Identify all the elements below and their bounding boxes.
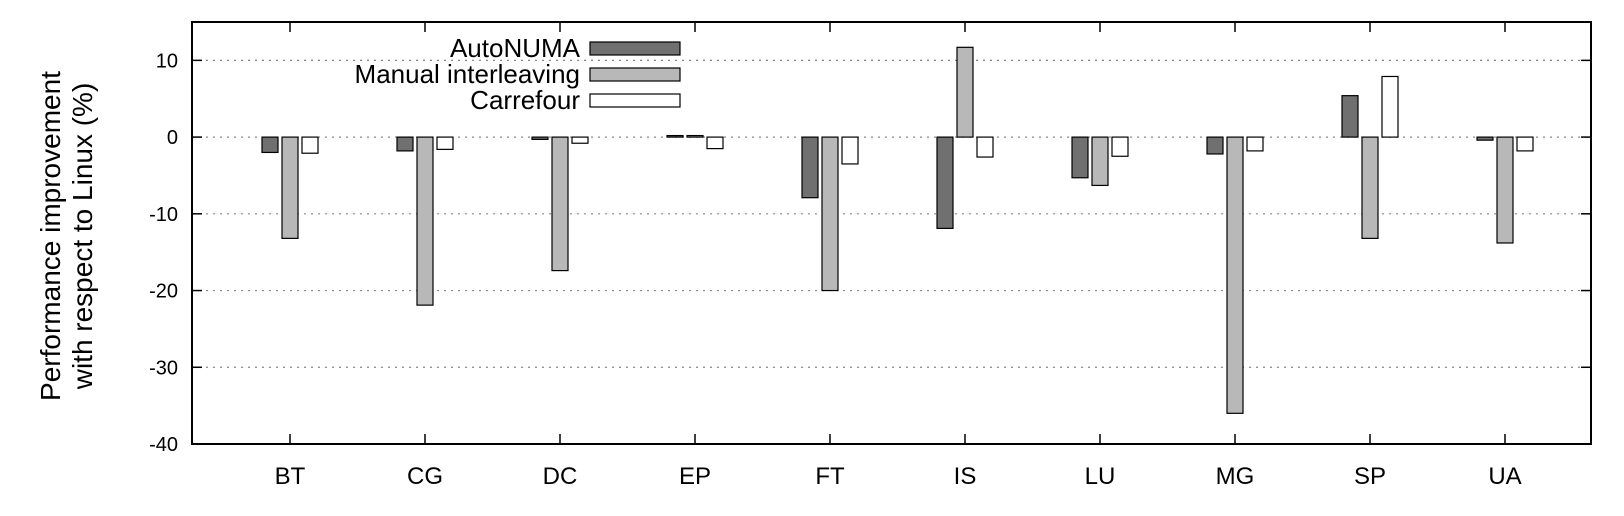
- y-tick-label: -10: [149, 204, 178, 226]
- x-category-label: FT: [815, 463, 845, 490]
- bars: [261, 46, 1534, 414]
- legend-label: Manual interleaving: [355, 59, 580, 89]
- x-axis-categories: BT CG DC EP FT IS LU MG SP UA: [275, 22, 1522, 490]
- bar-autonuma-dc: [531, 136, 549, 140]
- bar-autonuma-sp: [1341, 95, 1359, 138]
- bar-carrefour-ua: [1516, 136, 1534, 152]
- x-category-label: EP: [679, 463, 711, 490]
- y-tick-label: -20: [149, 281, 178, 303]
- legend-label: AutoNUMA: [450, 33, 581, 63]
- bar-carrefour-lu: [1111, 136, 1129, 157]
- x-category-label: LU: [1085, 463, 1116, 490]
- bar-manual-interleaving-ep: [686, 134, 704, 138]
- bar-carrefour-mg: [1246, 136, 1264, 152]
- x-category-label: DC: [543, 463, 578, 490]
- bar-autonuma-lu: [1071, 136, 1089, 179]
- x-category-label: BT: [275, 463, 306, 490]
- x-category-label: UA: [1488, 463, 1521, 490]
- plot-frame: [191, 21, 1592, 445]
- y-tick-label: 10: [156, 50, 178, 72]
- bar-autonuma-ep: [666, 134, 684, 138]
- x-category-label: IS: [954, 463, 977, 490]
- y-axis-label-line2: with respect to Linux (%): [67, 83, 98, 391]
- bar-carrefour-cg: [436, 136, 454, 150]
- bar-carrefour-is: [976, 136, 994, 158]
- bar-manual-interleaving-ua: [1496, 136, 1514, 244]
- bar-manual-interleaving-lu: [1091, 136, 1109, 187]
- y-axis-label: Performance improvement with respect to …: [35, 71, 98, 401]
- bar-autonuma-cg: [396, 136, 414, 152]
- bar-autonuma-ua: [1476, 136, 1494, 141]
- bar-carrefour-sp: [1381, 75, 1399, 138]
- bar-carrefour-bt: [301, 136, 319, 154]
- bar-manual-interleaving-mg: [1226, 136, 1244, 414]
- y-axis-ticks: 10 0 -10 -20 -30 -40: [149, 50, 1591, 456]
- y-tick-label: -40: [149, 434, 178, 456]
- bar-manual-interleaving-bt: [281, 136, 299, 239]
- legend-swatch: [589, 41, 681, 56]
- legend-swatch: [589, 93, 681, 108]
- x-category-label: SP: [1354, 463, 1386, 490]
- y-axis-label-line1: Performance improvement: [35, 71, 66, 401]
- bar-manual-interleaving-is: [956, 46, 974, 138]
- legend-label: Carrefour: [470, 85, 580, 115]
- gridlines: [192, 59, 1591, 368]
- bar-manual-interleaving-cg: [416, 136, 434, 306]
- bar-carrefour-ft: [841, 136, 859, 165]
- bar-autonuma-bt: [261, 136, 279, 154]
- y-tick-label: 0: [167, 127, 178, 149]
- bar-manual-interleaving-sp: [1361, 136, 1379, 239]
- bar-carrefour-ep: [706, 136, 724, 150]
- bar-manual-interleaving-ft: [821, 136, 839, 292]
- legend-swatch: [589, 67, 681, 82]
- x-category-label: CG: [407, 463, 443, 490]
- y-tick-label: -30: [149, 357, 178, 379]
- bar-manual-interleaving-dc: [551, 136, 569, 272]
- bar-autonuma-is: [936, 136, 954, 229]
- x-category-label: MG: [1216, 463, 1255, 490]
- bar-autonuma-ft: [801, 136, 819, 199]
- bar-autonuma-mg: [1206, 136, 1224, 155]
- bar-carrefour-dc: [571, 136, 589, 144]
